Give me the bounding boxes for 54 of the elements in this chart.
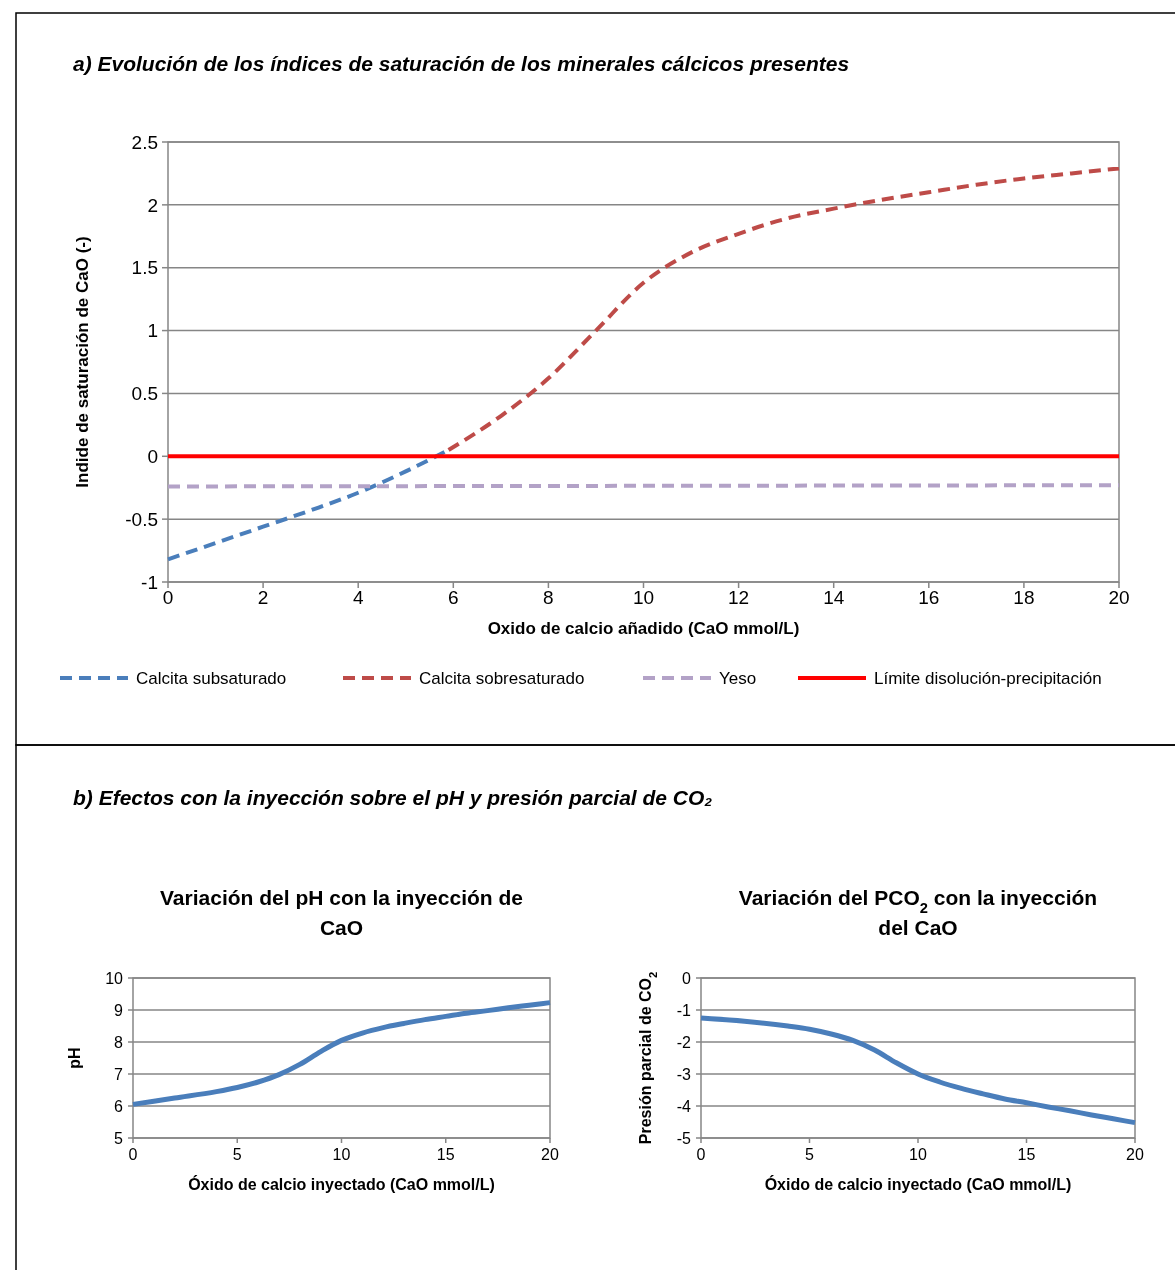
x-tick-label: 5: [805, 1146, 815, 1163]
x-tick-label: 10: [909, 1146, 927, 1163]
x-axis-title: Óxido de calcio inyectado (CaO mmol/L): [188, 1175, 495, 1193]
x-tick-label: 6: [448, 587, 459, 608]
y-tick-label: -1: [676, 1001, 692, 1019]
x-tick-label: 8: [543, 587, 554, 608]
y-tick-label: 1.5: [131, 257, 158, 279]
x-tick-label: 4: [352, 587, 364, 608]
y-tick-label: 7: [114, 1065, 124, 1083]
x-tick-label: 18: [1013, 587, 1035, 608]
x-tick-label: 0: [696, 1146, 706, 1163]
x-tick-label: 10: [632, 587, 655, 608]
x-tick-label: 10: [332, 1146, 351, 1163]
y-tick-label: 0: [147, 445, 158, 467]
y-tick-label: 5: [114, 1129, 124, 1147]
x-tick-label: 20: [1108, 587, 1130, 608]
y-tick-label: 10: [105, 969, 124, 987]
x-tick-label: 5: [232, 1146, 242, 1163]
y-tick-label: 6: [114, 1097, 124, 1115]
x-axis-title: Óxido de calcio inyectado (CaO mmol/L): [764, 1175, 1072, 1193]
y-tick-label: -3: [676, 1065, 692, 1083]
x-tick-label: 0: [162, 587, 174, 608]
x-tick-label: 2: [257, 587, 269, 608]
x-axis-title: Oxido de calcio añadido (CaO mmol/L): [487, 619, 800, 638]
y-tick-label: 0: [682, 969, 692, 987]
legend-label: Calcita sobresaturado: [419, 668, 585, 688]
y-tick-label: 8: [114, 1033, 124, 1051]
y-tick-label: 0.5: [131, 383, 158, 405]
chart-title: a) Evolución de los índices de saturación de los minerales cálcicos presentes: [73, 52, 850, 75]
text: b) Efectos con la inyección sobre el pH y presión parcial de CO₂: [73, 786, 713, 809]
y-tick-label: -5: [676, 1129, 692, 1147]
x-tick-label: 15: [1017, 1146, 1036, 1163]
y-axis-title: Indide de saturación de CaO (-): [73, 236, 92, 488]
x-tick-label: 12: [728, 587, 750, 608]
legend-label: Yeso: [719, 668, 757, 688]
legend-label: Límite disolución-precipitación: [874, 668, 1102, 688]
legend-label: Calcita subsaturado: [136, 668, 287, 688]
y-tick-label: -0.5: [125, 508, 158, 530]
x-tick-label: 14: [823, 587, 845, 608]
y-tick-label: -1: [141, 571, 158, 593]
chart-title: Variación del PCO$_{2}$ con la inyección del CaO: [738, 886, 1098, 939]
y-tick-label: -4: [676, 1097, 692, 1115]
x-tick-label: 16: [918, 587, 940, 608]
x-tick-label: 15: [436, 1146, 455, 1163]
x-tick-label: 20: [541, 1146, 559, 1163]
x-tick-label: 20: [1126, 1146, 1144, 1163]
line-series: [446, 166, 1121, 452]
y-tick-label: 1: [147, 320, 158, 342]
y-tick-label: 9: [114, 1001, 124, 1019]
y-tick-label: 2.5: [131, 131, 158, 153]
y-tick-label: -2: [676, 1033, 692, 1051]
chart-title: Variación del pH con la inyección de CaO: [160, 886, 523, 939]
y-tick-label: 2: [147, 194, 158, 216]
y-axis-title: pH: [66, 1047, 83, 1069]
